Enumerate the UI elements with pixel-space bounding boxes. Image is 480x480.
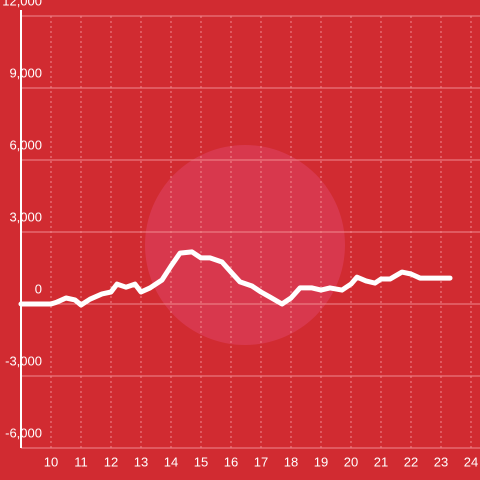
x-tick-label: 13 [134,454,148,469]
x-tick-label: 17 [254,454,268,469]
x-tick-label: 16 [224,454,238,469]
x-tick-label: 11 [74,454,88,469]
x-tick-label: 24 [464,454,478,469]
x-tick-label: 23 [434,454,448,469]
y-tick-label: -6,000 [5,425,42,440]
y-tick-label: 6,000 [9,137,42,152]
x-tick-label: 10 [44,454,58,469]
y-tick-label: 12,000 [2,0,42,8]
x-tick-label: 18 [284,454,298,469]
y-tick-label: 9,000 [9,65,42,80]
x-tick-label: 14 [164,454,178,469]
x-tick-label: 22 [404,454,418,469]
y-tick-label: -3,000 [5,353,42,368]
x-tick-label: 15 [194,454,208,469]
y-tick-label: 3,000 [9,209,42,224]
data-line [18,249,453,308]
y-tick-label: 0 [35,281,42,296]
watermark [145,145,345,345]
x-tick-label: 19 [314,454,328,469]
x-tick-label: 20 [344,454,358,469]
x-tick-label: 12 [104,454,118,469]
x-tick-label: 21 [374,454,388,469]
